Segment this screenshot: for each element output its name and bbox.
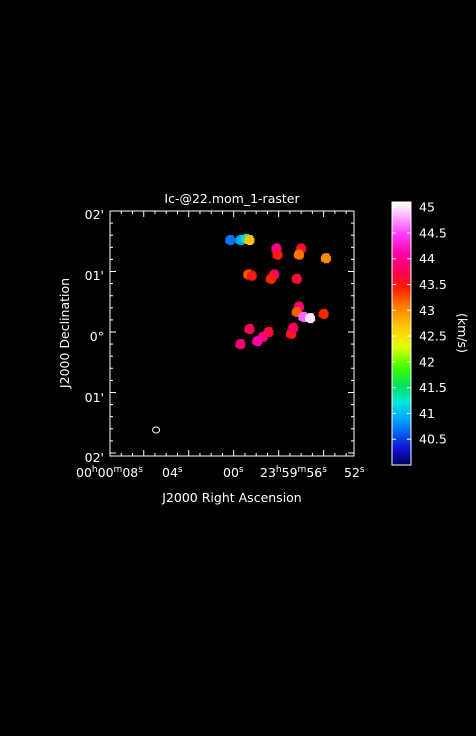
emission-clump — [296, 243, 307, 254]
y-tick-label-4: 01' — [85, 390, 104, 405]
chart-title: Ic-@22.mom_1-raster — [164, 191, 300, 206]
clump-pixel — [308, 313, 314, 324]
colorbar-tick-label: 43 — [419, 303, 435, 318]
clump-pixel — [323, 253, 329, 264]
x-tick-label-1: 00h00m08s — [76, 465, 143, 480]
emission-clump — [235, 339, 246, 350]
emission-clump — [225, 235, 236, 245]
colorbar-tick-label: 40.5 — [419, 432, 447, 447]
beam-ellipse — [152, 426, 161, 434]
clump-pixel — [238, 339, 244, 350]
clump-pixel — [289, 328, 294, 339]
emission-clump — [257, 331, 268, 342]
emission-clump — [246, 270, 257, 281]
clump-pixel — [272, 269, 278, 280]
clump-pixel — [228, 235, 234, 245]
clump-pixel — [255, 336, 261, 347]
clump-pixel — [268, 273, 274, 284]
x-tick-label-5: 52s — [344, 465, 365, 480]
clump-pixel — [296, 301, 302, 312]
y-tick-label-5: 02' — [85, 450, 104, 465]
colorbar-ticks: 45 44.5 44 43.5 43 42.5 42 41.5 41 40.5 — [392, 200, 447, 447]
emission-clump — [252, 336, 263, 347]
x-tick-label-4: 23h59m56s — [260, 465, 327, 480]
emission-clump — [271, 243, 282, 254]
y-tick-label-2: 01' — [85, 268, 104, 283]
clump-pixel — [299, 243, 305, 254]
colorbar-tick-label: 44 — [419, 251, 435, 266]
x-tick-label-3: 00s — [223, 465, 244, 480]
clump-pixel — [291, 322, 297, 333]
clump-pixel — [249, 270, 255, 281]
emission-clumps — [152, 233, 331, 434]
emission-clump — [265, 273, 276, 284]
colorbar-tick-label: 44.5 — [419, 225, 447, 240]
colorbar-tick-label: 41.5 — [419, 380, 447, 395]
emission-clump — [263, 327, 274, 337]
colorbar-tick-label: 45 — [419, 200, 435, 215]
emission-clump — [291, 307, 302, 317]
emission-clump — [305, 313, 316, 324]
y-tick-label-3: 0° — [90, 329, 104, 344]
colorbar-label: (km/s) — [455, 313, 470, 353]
clump-pixel — [266, 327, 272, 337]
emission-clump — [288, 322, 299, 333]
emission-clump — [272, 249, 283, 260]
colorbar-tick-label: 42 — [419, 354, 435, 369]
clump-pixel — [260, 331, 266, 342]
emission-clump — [286, 328, 296, 339]
clump-pixel — [301, 311, 307, 322]
emission-clump — [235, 235, 246, 245]
y-axis-label: J2000 Declination — [57, 278, 72, 389]
clump-pixel — [238, 235, 244, 245]
colorbar-tick-label: 43.5 — [419, 277, 447, 292]
emission-clump — [293, 249, 304, 260]
clump-pixel — [275, 249, 281, 260]
colorbar — [391, 201, 412, 466]
emission-clump — [298, 311, 309, 322]
colorbar-tick-label: 42.5 — [419, 329, 447, 344]
clump-pixel — [274, 243, 280, 254]
clump-pixel — [247, 235, 253, 245]
emission-clump — [244, 235, 255, 245]
plot-frame — [109, 210, 355, 457]
x-axis-label: J2000 Right Ascension — [161, 490, 301, 505]
clump-pixel — [294, 307, 300, 317]
emission-clump — [318, 308, 329, 319]
axis-ticks — [110, 210, 354, 456]
clump-pixel — [296, 249, 302, 260]
colorbar-tick-label: 41 — [419, 406, 435, 421]
x-tick-label-2: 04s — [162, 465, 183, 480]
clump-pixel — [321, 308, 327, 319]
emission-clump — [244, 324, 255, 334]
clump-pixel — [294, 273, 300, 284]
clump-pixel — [247, 324, 253, 334]
emission-clump — [291, 273, 302, 284]
y-tick-label-1: 02' — [85, 207, 104, 222]
emission-clump — [320, 253, 331, 264]
